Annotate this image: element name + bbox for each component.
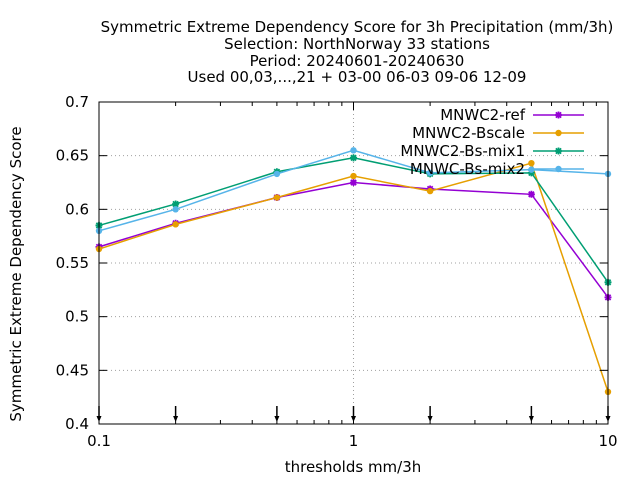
arrow-marker [173, 406, 179, 422]
arrow-marker [427, 406, 433, 422]
x-axis-label: thresholds mm/3h [285, 458, 422, 476]
data-point [172, 206, 179, 213]
legend-entry: MNWC2-Bs-mix1 [400, 142, 584, 160]
data-point [426, 187, 434, 195]
data-point [172, 221, 179, 228]
title-line-3: Period: 20240601-20240630 [250, 52, 465, 70]
data-point [273, 194, 281, 201]
legend-label: MNWC2-Bscale [412, 124, 525, 142]
arrow-head [173, 416, 179, 422]
data-point [273, 170, 281, 178]
grid [99, 102, 608, 424]
legend-marker [555, 111, 562, 119]
series-group [95, 147, 612, 395]
y-tick-label: 0.7 [65, 93, 89, 111]
arrow-head [528, 416, 534, 422]
legend-entry: MNWC-Bs-mix2 [410, 160, 584, 178]
data-point [528, 159, 535, 167]
data-point [527, 190, 535, 198]
x-tick-label: 10 [598, 432, 617, 450]
legend-marker [555, 165, 562, 173]
y-tick-label: 0.4 [65, 415, 89, 433]
arrow-marker [528, 406, 534, 422]
chart-title: Symmetric Extreme Dependency Score for 3… [101, 18, 614, 86]
y-tick-label: 0.65 [56, 147, 89, 165]
series-2 [95, 159, 612, 395]
legend-label: MNWC2-ref [440, 106, 525, 124]
legend-entry: MNWC2-Bscale [412, 124, 584, 142]
legend-marker [555, 129, 562, 137]
data-point [172, 200, 180, 208]
axis-ticks: 0.4 0.45 0.5 0.55 0.6 0.65 0.7 0.1 1 10 [56, 93, 618, 450]
data-point [527, 169, 535, 177]
arrow-head [427, 416, 433, 422]
legend-marker [555, 147, 562, 155]
y-tick-label: 0.55 [56, 254, 89, 272]
legend-label: MNWC2-Bs-mix1 [400, 142, 525, 160]
x-tick-label: 0.1 [87, 432, 111, 450]
data-point [426, 169, 434, 177]
title-line-4: Used 00,03,...,21 + 03-00 06-03 09-06 12… [188, 68, 527, 86]
x-tick-label: 1 [349, 432, 359, 450]
arrow-marker [274, 406, 280, 422]
y-tick-label: 0.6 [65, 200, 89, 218]
y-axis-label: Symmetric Extreme Dependency Score [7, 126, 25, 421]
legend-label: MNWC-Bs-mix2 [410, 160, 525, 178]
arrow-head [274, 416, 280, 422]
y-tick-label: 0.45 [56, 361, 89, 379]
data-point [350, 179, 357, 186]
data-point [350, 154, 357, 162]
legend-entry: MNWC2-ref [440, 106, 584, 124]
y-tick-label: 0.5 [65, 308, 89, 326]
data-point [528, 166, 535, 173]
series-line [98, 181, 609, 298]
title-line-2: Selection: NorthNorway 33 stations [224, 35, 490, 53]
data-point [350, 147, 357, 154]
legend: MNWC2-refMNWC2-BscaleMNWC2-Bs-mix1MNWC-B… [400, 106, 584, 178]
title-line-1: Symmetric Extreme Dependency Score for 3… [101, 18, 614, 36]
data-point [350, 172, 357, 180]
